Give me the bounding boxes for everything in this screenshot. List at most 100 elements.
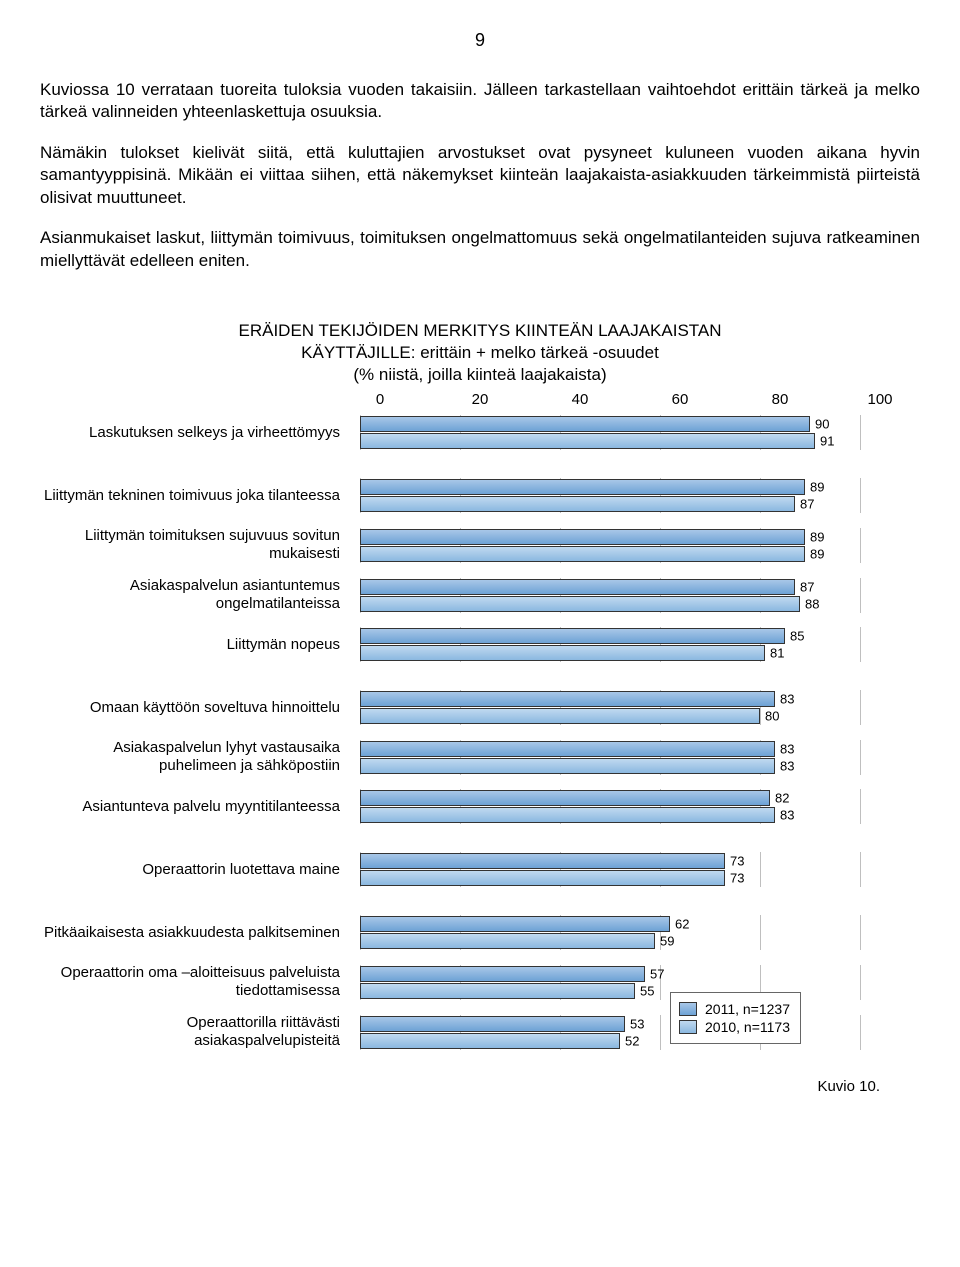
chart-title-line: KÄYTTÄJILLE: erittäin + melko tärkeä -os… xyxy=(120,342,840,364)
bar-2010: 87 xyxy=(360,496,795,512)
row-label: Operaattorilla riittävästi asiakaspalvel… xyxy=(40,1014,360,1050)
chart-rows: Laskutuksen selkeys ja virheettömyys9091… xyxy=(40,415,920,1050)
legend-swatch xyxy=(679,1002,697,1016)
row-label: Asiantunteva palvelu myyntitilanteessa xyxy=(40,798,360,816)
bar-pair: 8987 xyxy=(360,478,860,513)
bar-2011: 89 xyxy=(360,479,805,495)
bar-2011: 83 xyxy=(360,741,775,757)
row-label: Pitkäaikaisesta asiakkuudesta palkitsemi… xyxy=(40,924,360,942)
bar-2010: 80 xyxy=(360,708,760,724)
bar-value: 89 xyxy=(810,480,824,495)
bar-value: 90 xyxy=(815,417,829,432)
legend-item: 2011, n=1237 xyxy=(679,1001,790,1017)
row-label: Laskutuksen selkeys ja virheettömyys xyxy=(40,424,360,442)
figure-caption: Kuvio 10. xyxy=(40,1078,920,1095)
bar-value: 73 xyxy=(730,854,744,869)
bar-2011: 83 xyxy=(360,691,775,707)
row-label: Operaattorin luotettava maine xyxy=(40,861,360,879)
x-axis-tick: 40 xyxy=(572,391,589,408)
legend-item: 2010, n=1173 xyxy=(679,1019,790,1035)
bar-2010: 83 xyxy=(360,807,775,823)
bar-2011: 87 xyxy=(360,579,795,595)
chart-row: Asiantunteva palvelu myyntitilanteessa82… xyxy=(40,789,920,824)
bar-2011: 85 xyxy=(360,628,785,644)
bar-pair: 7373 xyxy=(360,852,860,887)
legend-label: 2010, n=1173 xyxy=(705,1019,790,1035)
bar-pair: 6259 xyxy=(360,915,860,950)
paragraph: Kuviossa 10 verrataan tuoreita tuloksia … xyxy=(40,79,920,124)
bar-2010: 88 xyxy=(360,596,800,612)
bar-value: 87 xyxy=(800,497,814,512)
bar-2011: 82 xyxy=(360,790,770,806)
chart-row: Laskutuksen selkeys ja virheettömyys9091 xyxy=(40,415,920,450)
bar-value: 59 xyxy=(660,934,674,949)
row-label: Omaan käyttöön soveltuva hinnoittelu xyxy=(40,699,360,717)
bar-value: 83 xyxy=(780,808,794,823)
bar-pair: 8581 xyxy=(360,627,860,662)
x-axis-tick: 20 xyxy=(472,391,489,408)
bar-2010: 81 xyxy=(360,645,765,661)
bar-value: 88 xyxy=(805,596,819,611)
bar-value: 89 xyxy=(810,546,824,561)
row-label: Operaattorin oma –aloitteisuus palveluis… xyxy=(40,964,360,1000)
row-label: Asiakaspalvelun lyhyt vastausaika puheli… xyxy=(40,739,360,775)
bar-value: 85 xyxy=(790,629,804,644)
bar-value: 53 xyxy=(630,1016,644,1031)
chart-row: Pitkäaikaisesta asiakkuudesta palkitsemi… xyxy=(40,915,920,950)
bar-pair: 8380 xyxy=(360,690,860,725)
bar-2010: 73 xyxy=(360,870,725,886)
bar-pair: 89 89 xyxy=(360,528,860,563)
bar-2010: 59 xyxy=(360,933,655,949)
bar-value: 89 xyxy=(810,529,824,544)
bar-value: 91 xyxy=(820,434,834,449)
row-label: Asiakaspalvelun asiantuntemus ongelmatil… xyxy=(40,577,360,613)
chart-row: Liittymän nopeus8581 xyxy=(40,627,920,662)
row-label: Liittymän tekninen toimivuus joka tilant… xyxy=(40,487,360,505)
chart-row: Liittymän tekninen toimivuus joka tilant… xyxy=(40,478,920,513)
bar-pair: 8788 xyxy=(360,578,860,613)
bar-value: 55 xyxy=(640,983,654,998)
bar-pair: 8383 xyxy=(360,740,860,775)
bar-value: 73 xyxy=(730,871,744,886)
bar-pair: 9091 xyxy=(360,415,860,450)
bar-2011: 90 xyxy=(360,416,810,432)
bar-value: 81 xyxy=(770,646,784,661)
x-axis: 020406080100 xyxy=(380,391,880,415)
paragraph: Asianmukaiset laskut, liittymän toimivuu… xyxy=(40,227,920,272)
page: 9 Kuviossa 10 verrataan tuoreita tuloksi… xyxy=(0,0,960,1135)
bar-2010: 83 xyxy=(360,758,775,774)
bar-2010: 52 xyxy=(360,1033,620,1049)
bar-2011: 73 xyxy=(360,853,725,869)
bar-value: 87 xyxy=(800,579,814,594)
bar-2011: 53 xyxy=(360,1016,625,1032)
bar-2010: 89 xyxy=(360,546,805,562)
bar-2010: 91 xyxy=(360,433,815,449)
chart-title-line: ERÄIDEN TEKIJÖIDEN MERKITYS KIINTEÄN LAA… xyxy=(120,320,840,342)
x-axis-tick: 80 xyxy=(772,391,789,408)
legend-label: 2011, n=1237 xyxy=(705,1001,790,1017)
legend-swatch xyxy=(679,1020,697,1034)
x-axis-tick: 0 xyxy=(376,391,384,408)
chart-row: Omaan käyttöön soveltuva hinnoittelu8380 xyxy=(40,690,920,725)
chart-row: Asiakaspalvelun asiantuntemus ongelmatil… xyxy=(40,577,920,613)
paragraph: Nämäkin tulokset kielivät siitä, että ku… xyxy=(40,142,920,209)
bar-value: 83 xyxy=(780,741,794,756)
bar-value: 80 xyxy=(765,709,779,724)
chart-row: Asiakaspalvelun lyhyt vastausaika puheli… xyxy=(40,739,920,775)
legend: 2011, n=1237 2010, n=1173 xyxy=(670,992,801,1044)
chart: ERÄIDEN TEKIJÖIDEN MERKITYS KIINTEÄN LAA… xyxy=(40,320,920,1050)
bar-2011: 62 xyxy=(360,916,670,932)
bar-pair: 8283 xyxy=(360,789,860,824)
body-text: Kuviossa 10 verrataan tuoreita tuloksia … xyxy=(40,79,920,272)
chart-title-line: (% niistä, joilla kiinteä laajakaista) xyxy=(120,364,840,386)
x-axis-tick: 60 xyxy=(672,391,689,408)
bar-2011: 57 xyxy=(360,966,645,982)
bar-value: 62 xyxy=(675,917,689,932)
bar-value: 82 xyxy=(775,791,789,806)
chart-row: Liittymän toimituksen sujuvuus sovitun m… xyxy=(40,527,920,563)
bar-value: 83 xyxy=(780,758,794,773)
chart-title: ERÄIDEN TEKIJÖIDEN MERKITYS KIINTEÄN LAA… xyxy=(120,320,840,385)
row-label: Liittymän toimituksen sujuvuus sovitun m… xyxy=(40,527,360,563)
bar-value: 57 xyxy=(650,966,664,981)
bar-2010: 55 xyxy=(360,983,635,999)
